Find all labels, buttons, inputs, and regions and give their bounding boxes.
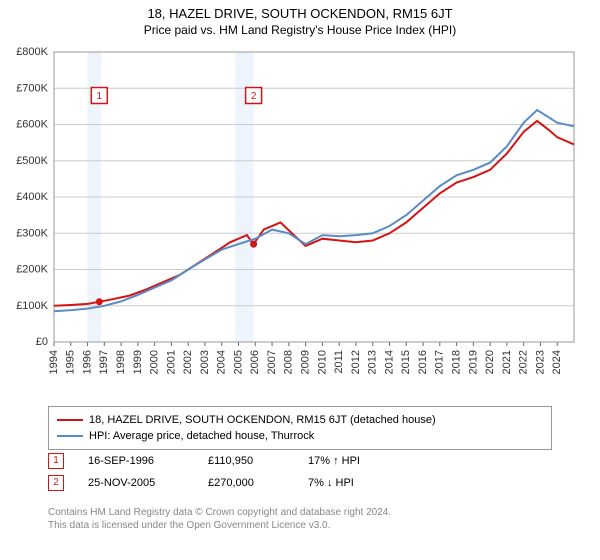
event-date: 25-NOV-2005 [88, 472, 208, 494]
svg-text:£300K: £300K [16, 227, 48, 239]
svg-text:2011: 2011 [333, 350, 345, 374]
event-price: £110,950 [208, 450, 308, 472]
svg-text:2024: 2024 [551, 350, 563, 374]
svg-text:2004: 2004 [216, 350, 228, 374]
svg-text:2023: 2023 [534, 350, 546, 374]
svg-text:1997: 1997 [98, 350, 110, 374]
svg-text:2022: 2022 [518, 350, 530, 374]
chart-container: £0 £100K £200K £300K £400K £500K £600K £700K £80… [0, 44, 600, 394]
page-title: 18, HAZEL DRIVE, SOUTH OCKENDON, RM15 6J… [0, 0, 600, 21]
svg-text:2019: 2019 [467, 350, 479, 374]
svg-text:2013: 2013 [367, 350, 379, 374]
copyright-notice: Contains HM Land Registry data © Crown c… [48, 506, 552, 532]
copyright-line-2: This data is licensed under the Open Gov… [48, 519, 552, 532]
event-marker: 1 [48, 453, 64, 469]
svg-text:£100K: £100K [16, 300, 48, 312]
svg-text:2005: 2005 [232, 350, 244, 374]
svg-text:2009: 2009 [300, 350, 312, 374]
svg-text:2012: 2012 [350, 350, 362, 374]
copyright-line-1: Contains HM Land Registry data © Crown c… [48, 506, 552, 519]
legend-swatch [57, 435, 83, 437]
svg-text:2008: 2008 [283, 350, 295, 374]
svg-text:2016: 2016 [417, 350, 429, 374]
svg-text:£200K: £200K [16, 264, 48, 276]
event-date: 16-SEP-1996 [88, 450, 208, 472]
svg-text:£0: £0 [36, 336, 48, 348]
event-row: 1 16-SEP-1996£110,95017% ↑ HPI [48, 450, 552, 472]
svg-text:1995: 1995 [65, 350, 77, 374]
svg-text:2014: 2014 [383, 350, 395, 374]
line-chart: £0 £100K £200K £300K £400K £500K £600K £700K £80… [0, 44, 600, 394]
svg-text:2001: 2001 [165, 350, 177, 374]
svg-text:1: 1 [97, 91, 103, 102]
svg-text:1996: 1996 [81, 350, 93, 374]
event-marker: 2 [48, 475, 64, 491]
svg-text:2020: 2020 [484, 350, 496, 374]
svg-text:£500K: £500K [16, 155, 48, 167]
svg-text:£700K: £700K [16, 82, 48, 94]
svg-text:2: 2 [251, 91, 257, 102]
svg-text:2015: 2015 [400, 350, 412, 374]
event-delta: 7% ↓ HPI [308, 472, 418, 494]
svg-text:2017: 2017 [434, 350, 446, 374]
event-row: 2 25-NOV-2005£270,0007% ↓ HPI [48, 472, 552, 494]
legend-label: 18, HAZEL DRIVE, SOUTH OCKENDON, RM15 6J… [89, 414, 436, 426]
legend: 18, HAZEL DRIVE, SOUTH OCKENDON, RM15 6J… [48, 406, 552, 450]
svg-text:£800K: £800K [16, 46, 48, 58]
legend-row: 18, HAZEL DRIVE, SOUTH OCKENDON, RM15 6J… [57, 412, 543, 428]
svg-text:1999: 1999 [132, 350, 144, 374]
svg-text:2021: 2021 [501, 350, 513, 374]
svg-text:£400K: £400K [16, 191, 48, 203]
svg-text:2006: 2006 [249, 350, 261, 374]
event-delta: 17% ↑ HPI [308, 450, 418, 472]
svg-text:1994: 1994 [48, 350, 60, 374]
legend-label: HPI: Average price, detached house, Thur… [89, 430, 314, 442]
svg-text:2010: 2010 [316, 350, 328, 374]
svg-text:2018: 2018 [450, 350, 462, 374]
legend-row: HPI: Average price, detached house, Thur… [57, 428, 543, 444]
svg-text:2007: 2007 [266, 350, 278, 374]
svg-text:2002: 2002 [182, 350, 194, 374]
svg-text:2000: 2000 [149, 350, 161, 374]
page-subtitle: Price paid vs. HM Land Registry's House … [0, 21, 600, 43]
event-price: £270,000 [208, 472, 308, 494]
legend-swatch [57, 419, 83, 421]
svg-text:2003: 2003 [199, 350, 211, 374]
svg-text:1998: 1998 [115, 350, 127, 374]
svg-text:£600K: £600K [16, 119, 48, 131]
event-table: 1 16-SEP-1996£110,95017% ↑ HPI 2 25-NOV-200… [48, 450, 552, 494]
